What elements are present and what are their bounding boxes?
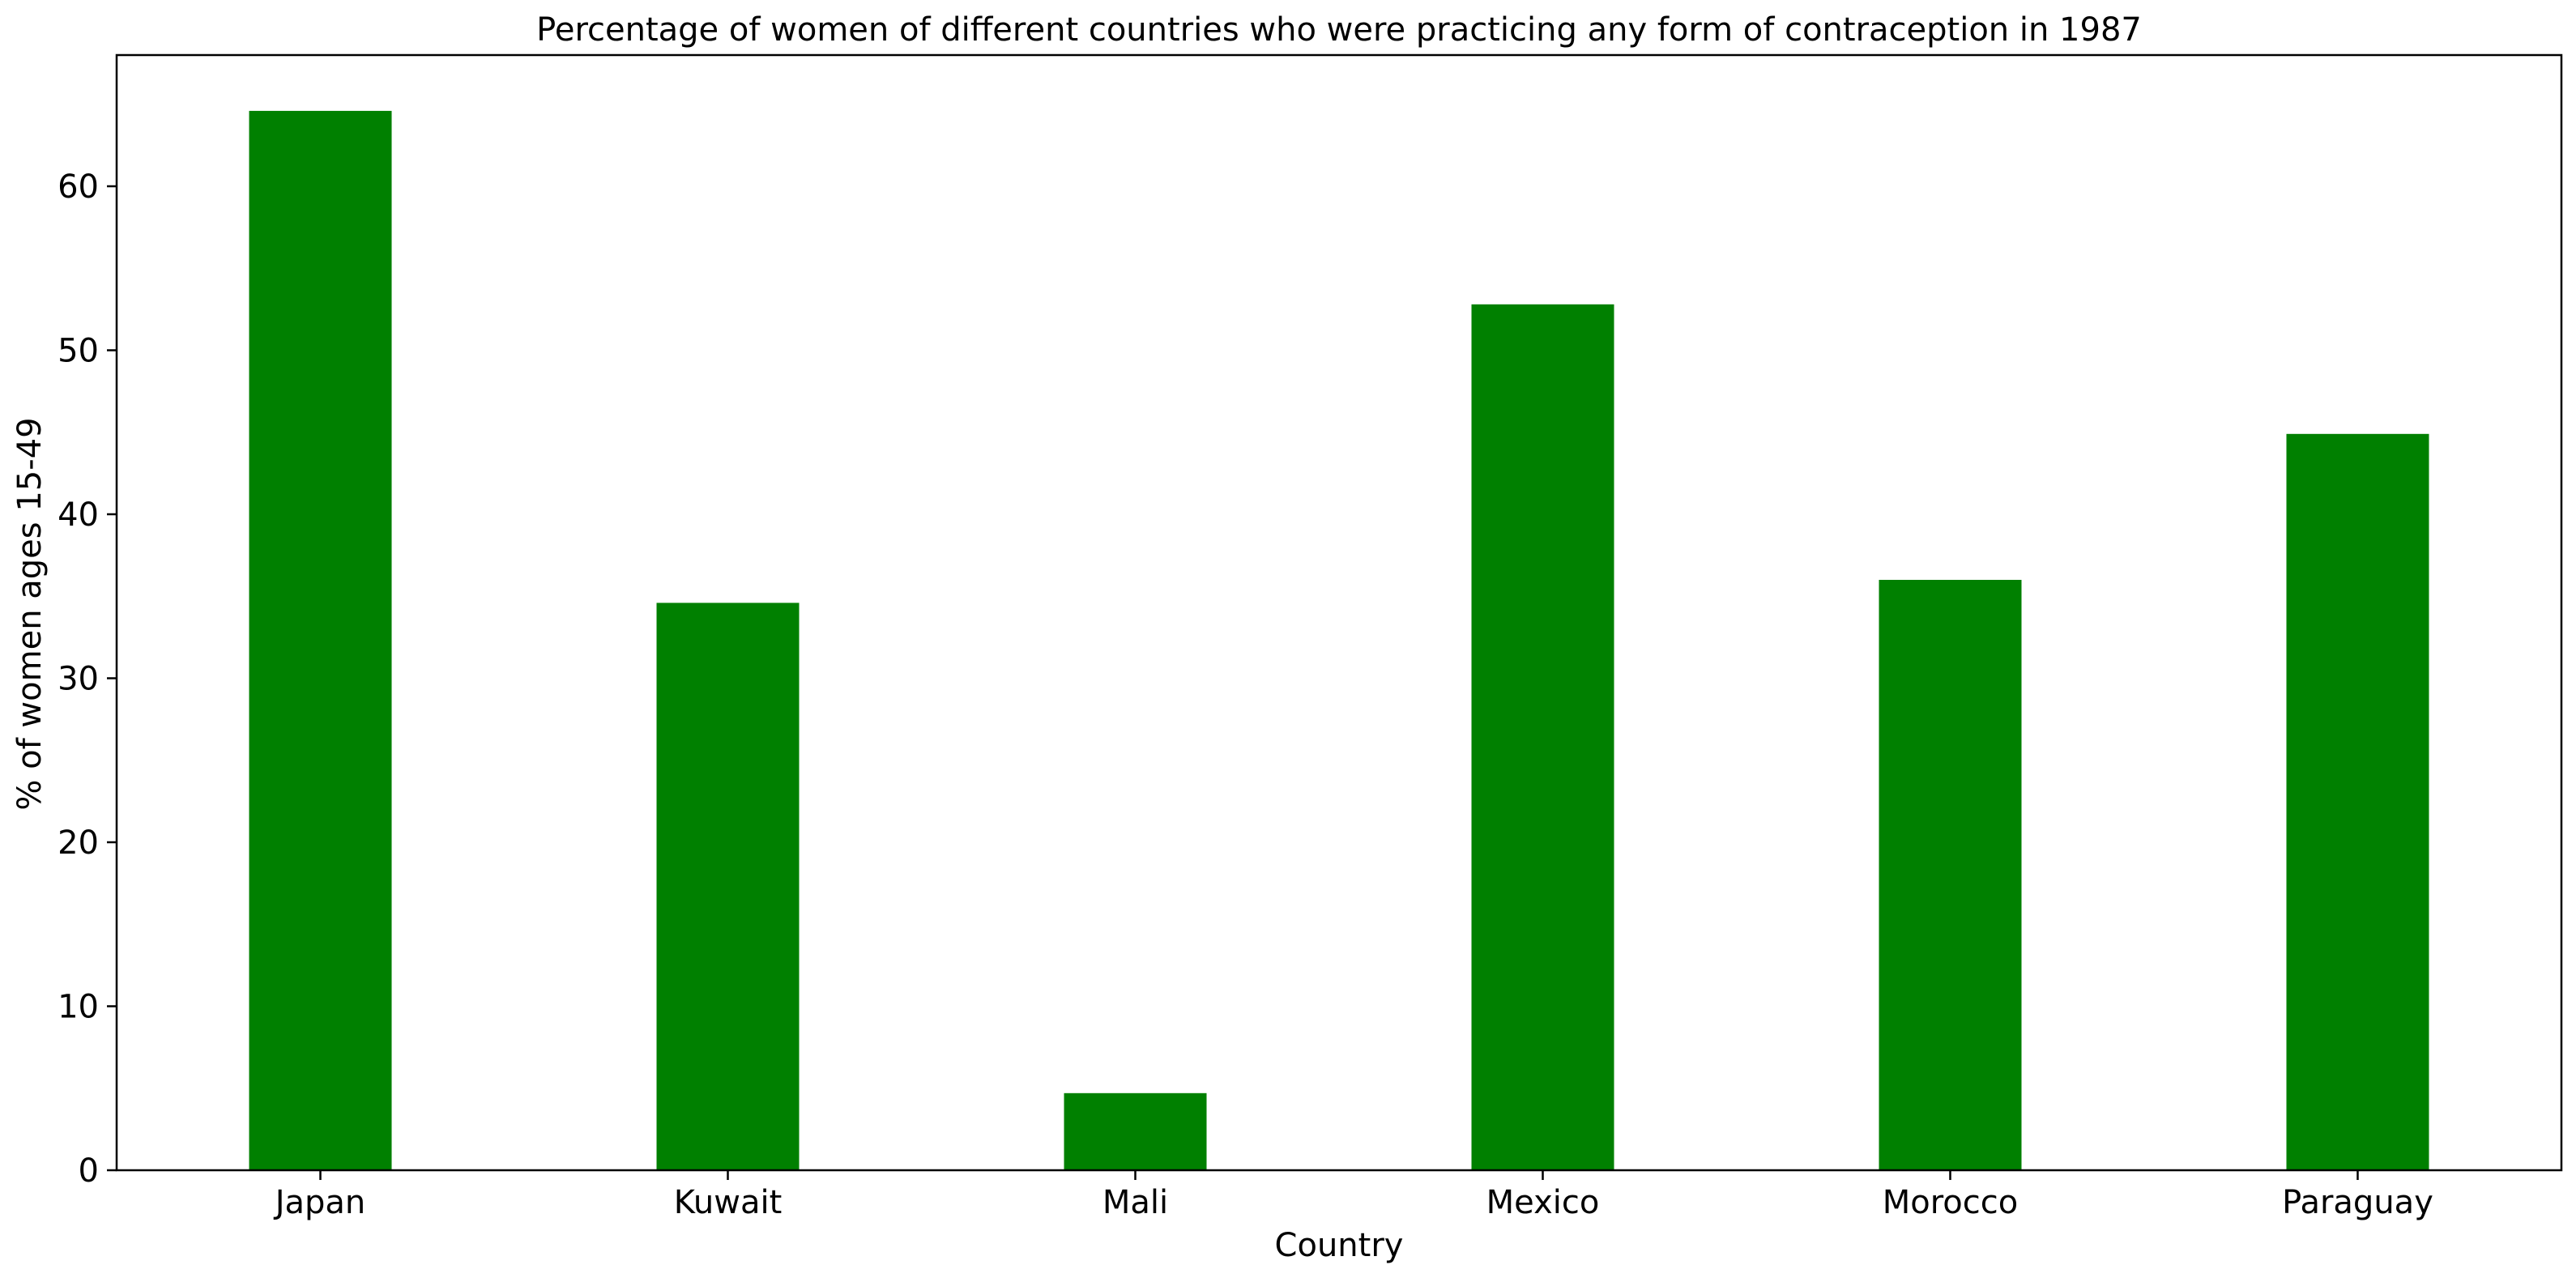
bar-paraguay [2286,433,2429,1170]
bar-morocco [1879,580,2022,1170]
y-tick-label: 50 [58,333,99,370]
chart-title: Percentage of women of different countri… [536,11,2142,49]
x-tick-label: Morocco [1883,1184,2018,1221]
x-axis-label: Country [1275,1227,1404,1264]
y-tick-label: 60 [58,168,99,206]
y-tick-label: 20 [58,824,99,862]
y-axis-label: % of women ages 15-49 [11,417,49,810]
y-tick-label: 0 [79,1152,99,1190]
x-tick-label: Mexico [1486,1184,1600,1221]
y-tick-label: 30 [58,661,99,698]
x-tick-label: Paraguay [2282,1184,2433,1221]
y-tick-label: 10 [58,989,99,1026]
x-tick-label: Japan [273,1184,366,1221]
x-tick-label: Mali [1102,1184,1168,1221]
bar-japan [249,110,392,1170]
y-tick-label: 40 [58,496,99,534]
plot-area: Japan Kuwait Mali Mexico Morocco Paraguay 0 10 2… [58,53,2563,1221]
x-tick-label: Kuwait [674,1184,783,1221]
axes-frame [115,53,2563,1172]
bar-kuwait [656,603,800,1170]
bar-mali [1064,1092,1207,1170]
bar-mexico [1471,304,1614,1170]
